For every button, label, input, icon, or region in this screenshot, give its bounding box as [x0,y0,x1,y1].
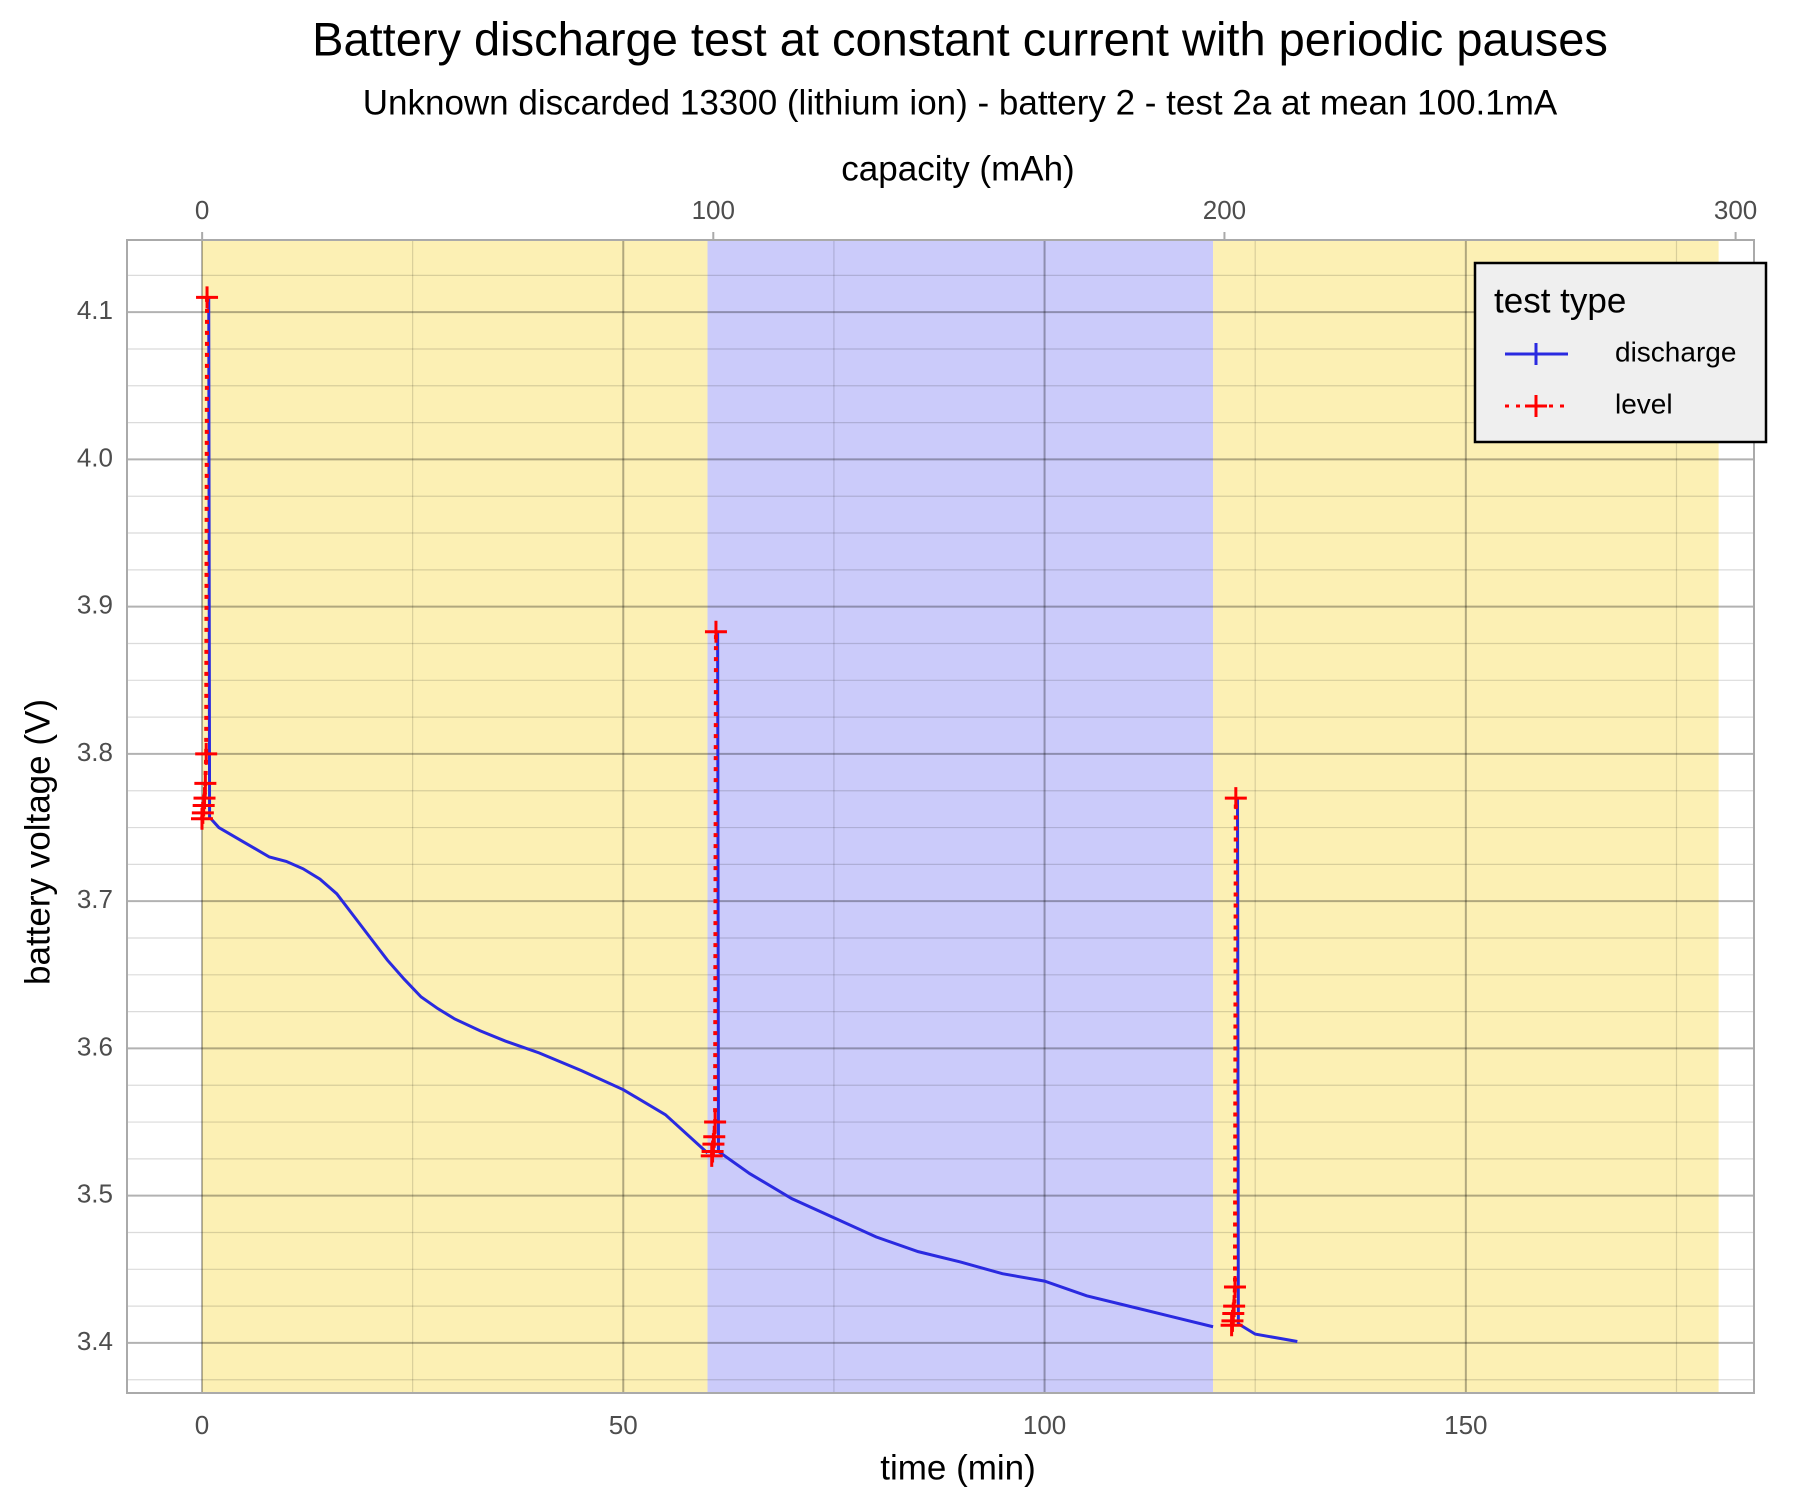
legend-label: discharge [1615,336,1736,367]
level-marker [704,1111,727,1134]
x-tick-label: 0 [195,1410,209,1440]
y-tick-label: 4.1 [77,295,113,325]
y-tick-label: 3.6 [77,1031,113,1061]
level-marker [194,772,217,795]
background-band [201,240,708,1393]
y-tick-label: 3.4 [77,1326,113,1356]
legend-marker [1525,343,1547,365]
level-marker [1223,1295,1246,1318]
y-tick-label: 4.0 [77,442,113,472]
y-axis-title: battery voltage (V) [18,699,57,985]
x-tick-label: 150 [1444,1410,1487,1440]
level-marker [195,742,218,765]
level-marker [704,620,727,643]
series-line [207,297,1298,1343]
y-tick-label: 3.7 [77,884,113,914]
chart-subtitle: Unknown discarded 13300 (lithium ion) - … [363,83,1558,122]
x2-tick-label: 100 [692,195,735,225]
x2-tick-label: 300 [1714,195,1757,225]
x-tick-label: 100 [1023,1410,1066,1440]
x2-axis-title: capacity (mAh) [841,149,1074,188]
y-tick-label: 3.5 [77,1179,113,1209]
level-marker [1223,1275,1246,1298]
legend-title: test type [1494,281,1626,320]
plot-border [126,239,1755,1394]
background-band [707,240,1214,1393]
y-tick-label: 3.9 [77,590,113,620]
legend-marker [1525,395,1547,417]
x-axis-title: time (min) [880,1448,1036,1487]
x2-tick-label: 200 [1203,195,1246,225]
level-marker [1224,787,1247,810]
chart-title: Battery discharge test at constant curre… [312,12,1608,65]
x-tick-label: 50 [609,1410,638,1440]
x2-tick-label: 0 [195,195,209,225]
legend-label: level [1615,388,1673,419]
level-marker [196,286,219,309]
y-tick-label: 3.8 [77,737,113,767]
